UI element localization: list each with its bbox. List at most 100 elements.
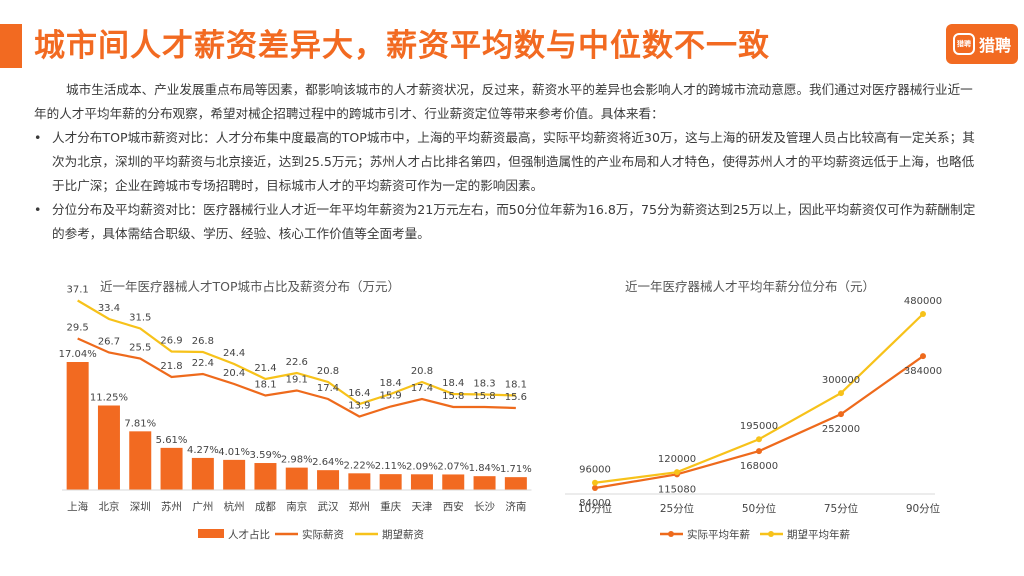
point-label-期望薪资-西安: 18.4: [442, 378, 464, 389]
point-实际平均年薪-10分位: [592, 485, 598, 491]
x-tick-郑州: 郑州: [349, 500, 370, 513]
x-tick-长沙: 长沙: [474, 501, 495, 513]
point-label-期望薪资-南京: 22.6: [286, 357, 308, 368]
x-tick-西安: 西安: [443, 500, 464, 513]
bullet-percentiles: 分位分布及平均薪资对比：医疗器械行业人才近一年平均年薪资为21万元左右，而50分…: [34, 198, 984, 246]
point-实际平均年薪-75分位: [838, 411, 844, 418]
line-期望平均年薪: [594, 313, 924, 484]
x-tick-深圳: 深圳: [130, 501, 151, 513]
x-tick-重庆: 重庆: [380, 500, 401, 513]
point-label-期望平均年薪-50分位: 195000: [740, 421, 778, 432]
x-tick-75分位: 75分位: [824, 502, 859, 515]
page-title: 城市间人才薪资差异大，薪资平均数与中位数不一致: [34, 28, 770, 64]
legend-实际平均年薪: 实际平均年薪: [687, 528, 750, 541]
point-label-期望平均年薪-90分位: 480000: [904, 296, 942, 307]
bullet-lead: 人才分布TOP城市薪资对比: [52, 130, 204, 145]
bar-label-苏州: 5.61%: [156, 435, 188, 446]
point-label-实际薪资-苏州: 21.8: [160, 361, 182, 372]
point-label-期望薪资-上海: 37.1: [67, 285, 89, 296]
point-label-实际薪资-上海: 29.5: [67, 323, 89, 334]
point-实际平均年薪-90分位: [920, 353, 926, 360]
point-label-实际薪资-南京: 19.1: [286, 375, 308, 386]
bullet-top-cities: 人才分布TOP城市薪资对比：人才分布集中度最高的TOP城市中，上海的平均薪资最高…: [34, 126, 984, 198]
bar-label-武汉: 2.64%: [312, 457, 344, 468]
bar-label-杭州: 4.01%: [218, 447, 250, 458]
bar-label-成都: 3.59%: [250, 450, 282, 461]
point-label-实际平均年薪-10分位: 84000: [579, 498, 611, 509]
bar-label-长沙: 1.84%: [469, 463, 501, 474]
point-label-期望薪资-长沙: 18.3: [473, 379, 495, 390]
x-tick-武汉: 武汉: [318, 500, 339, 513]
point-label-实际平均年薪-25分位: 115080: [658, 484, 696, 495]
point-label-期望薪资-重庆: 18.4: [380, 378, 402, 389]
point-label-期望薪资-苏州: 26.9: [160, 336, 182, 347]
point-label-实际薪资-天津: 17.4: [411, 383, 433, 394]
point-期望平均年薪-75分位: [838, 390, 844, 397]
point-label-期望平均年薪-25分位: 120000: [658, 454, 696, 465]
x-tick-南京: 南京: [286, 500, 307, 513]
x-tick-10分位: 10分位: [578, 502, 613, 515]
point-label-期望薪资-成都: 21.4: [254, 363, 276, 374]
point-label-实际平均年薪-75分位: 252000: [822, 424, 860, 435]
chart-title: 近一年医疗器械人才TOP城市占比及薪资分布（万元）: [100, 279, 400, 294]
x-tick-北京: 北京: [98, 500, 119, 513]
bar-label-西安: 2.07%: [437, 461, 469, 472]
x-tick-杭州: 杭州: [224, 500, 245, 513]
point-label-期望薪资-深圳: 31.5: [129, 313, 151, 324]
point-label-期望平均年薪-75分位: 300000: [822, 375, 860, 386]
point-label-实际薪资-深圳: 25.5: [129, 343, 151, 354]
point-期望平均年薪-25分位: [674, 469, 680, 476]
point-label-期望薪资-杭州: 24.4: [223, 348, 245, 359]
legend-期望平均年薪: 期望平均年薪: [787, 528, 850, 541]
bar-重庆: [379, 474, 402, 490]
point-label-期望薪资-济南: 18.1: [505, 380, 527, 391]
point-label-实际平均年薪-50分位: 168000: [740, 461, 778, 472]
legend-marker-实际平均年薪: [668, 531, 674, 537]
bar-郑州: [348, 473, 371, 490]
point-label-实际薪资-武汉: 17.4: [317, 383, 339, 394]
liepin-logo: 猎聘 猎聘: [946, 24, 1018, 64]
bar-武汉: [317, 470, 340, 490]
bar-label-北京: 11.25%: [90, 392, 128, 403]
point-label-实际薪资-广州: 22.4: [192, 358, 214, 369]
bar-北京: [97, 405, 120, 490]
point-label-期望平均年薪-10分位: 96000: [579, 465, 611, 476]
chart-title: 近一年医疗器械人才平均年薪分位分布（元）: [625, 279, 875, 294]
line-期望薪资: [77, 299, 516, 406]
bar-label-深圳: 7.81%: [124, 418, 156, 429]
point-label-期望薪资-天津: 20.8: [411, 366, 433, 377]
point-label-实际薪资-北京: 26.7: [98, 337, 120, 348]
bar-label-上海: 17.04%: [59, 349, 97, 360]
bar-南京: [285, 467, 308, 490]
x-tick-90分位: 90分位: [906, 502, 941, 515]
point-label-实际平均年薪-90分位: 384000: [904, 366, 942, 377]
legend-人才占比: 人才占比: [228, 528, 270, 541]
point-期望平均年薪-50分位: [756, 436, 762, 443]
logo-text: 猎聘: [978, 36, 1011, 55]
x-tick-25分位: 25分位: [660, 502, 695, 515]
title-accent-bar: [0, 24, 22, 68]
bar-杭州: [223, 459, 246, 490]
legend-marker-期望平均年薪: [768, 531, 774, 537]
logo-mark-icon: 猎聘: [952, 33, 975, 55]
point-label-实际薪资-西安: 15.8: [442, 391, 464, 402]
x-tick-50分位: 50分位: [742, 502, 777, 515]
x-tick-成都: 成都: [255, 501, 276, 513]
legend-期望薪资: 期望薪资: [382, 528, 424, 541]
bullet-body: ：医疗器械行业人才近一年平均年薪资为21万元左右，而50分位年薪为16.8万，7…: [52, 202, 976, 241]
x-tick-上海: 上海: [67, 500, 88, 513]
bar-label-天津: 2.09%: [406, 461, 438, 472]
bar-天津: [410, 474, 433, 490]
x-tick-天津: 天津: [411, 501, 432, 513]
bar-label-广州: 4.27%: [187, 445, 219, 456]
point-label-期望薪资-广州: 26.8: [192, 336, 214, 347]
legend-实际薪资: 实际薪资: [302, 528, 344, 541]
bar-苏州: [160, 447, 183, 490]
point-期望平均年薪-90分位: [920, 311, 926, 317]
body-text: 城市生活成本、产业发展重点布局等因素，都影响该城市的人才薪资状况，反过来，薪资水…: [34, 78, 984, 246]
intro-paragraph: 城市生活成本、产业发展重点布局等因素，都影响该城市的人才薪资状况，反过来，薪资水…: [34, 82, 973, 121]
legend-swatch-人才占比: [198, 529, 224, 538]
point-实际平均年薪-50分位: [756, 448, 762, 455]
bullet-lead: 分位分布及平均薪资对比: [52, 202, 191, 217]
bar-成都: [254, 463, 277, 490]
